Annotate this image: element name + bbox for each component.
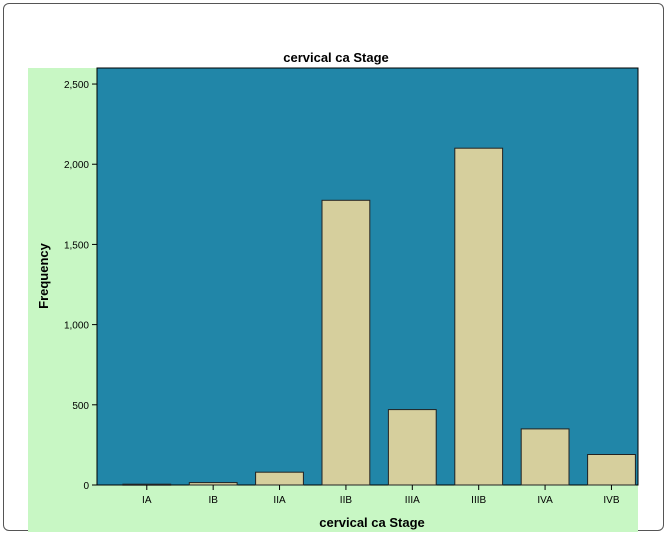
bar-iia [255,471,304,486]
x-tick-label-iiib: IIIB [471,495,486,506]
y-tick-label: 1,500 [64,240,89,251]
x-axis: IA IB IIA IIB IIIA IIIB IVA IVB [142,485,620,506]
y-axis-label: Frequency [36,242,51,309]
x-axis-label: cervical ca Stage [319,515,425,530]
y-tick-label: 1,000 [64,321,89,332]
x-tick-label-iva: IVA [537,495,553,506]
y-tick-label: 500 [72,401,89,412]
y-axis: 0 500 1,000 1,500 2,000 2,500 [64,68,98,492]
y-tick-label: 0 [83,481,89,492]
bar-group [122,147,636,486]
bar-iiia [387,409,437,486]
y-tick-label: 2,500 [64,80,89,91]
x-tick-label-ivb: IVB [603,495,619,506]
chart-title: cervical ca Stage [283,50,389,65]
x-tick-label-iiia: IIIA [405,495,420,506]
x-tick-label-ib: IB [208,495,218,506]
bar-ib [188,482,238,486]
x-tick-label-ia: IA [142,495,152,506]
x-tick-label-iia: IIA [273,495,286,506]
bar-ivb [587,454,636,486]
bar-iib [321,199,371,486]
bar-iva [520,428,570,486]
x-tick-label-iib: IIB [340,495,353,506]
bar-iiib [454,147,504,486]
y-tick-label: 2,000 [64,160,89,171]
